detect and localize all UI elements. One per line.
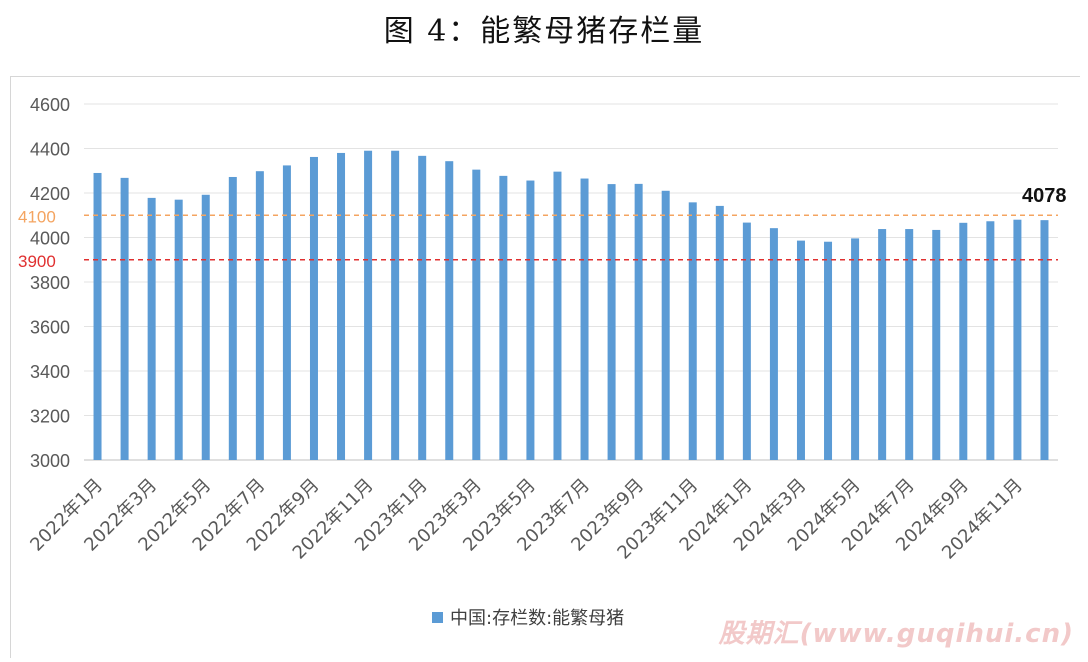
bar — [228, 176, 237, 461]
reference-line-label: 3900 — [18, 252, 56, 271]
y-tick-label: 4000 — [30, 229, 70, 249]
bar — [553, 171, 562, 460]
bar — [499, 175, 508, 460]
y-tick-label: 4400 — [30, 140, 70, 160]
legend-label: 中国:存栏数:能繁母猪 — [450, 608, 624, 629]
bar — [309, 156, 318, 460]
bar — [580, 178, 589, 460]
y-tick-label: 3200 — [30, 407, 70, 427]
bar — [986, 221, 995, 460]
y-tick-label: 3600 — [30, 318, 70, 338]
bar — [147, 197, 156, 460]
bar — [824, 241, 833, 460]
bar — [418, 155, 427, 460]
reference-line-label: 4100 — [18, 207, 56, 226]
bar — [93, 172, 102, 460]
bar — [1013, 219, 1022, 460]
bar — [1040, 220, 1049, 460]
bar — [959, 222, 968, 460]
bar — [851, 238, 860, 460]
watermark: 股期汇(www.guqihui.cn) — [718, 619, 1074, 649]
y-tick-label: 4600 — [30, 95, 70, 115]
bar — [174, 199, 183, 461]
bar — [715, 205, 724, 460]
y-tick-label: 3000 — [30, 451, 70, 471]
bar — [905, 229, 914, 460]
bar — [688, 202, 697, 460]
bar — [255, 171, 264, 460]
bar — [526, 180, 535, 461]
bar — [796, 240, 805, 460]
chart-frame — [10, 76, 1080, 658]
bar — [769, 228, 778, 460]
y-tick-label: 3400 — [30, 362, 70, 382]
bar — [337, 152, 346, 460]
bar — [472, 169, 481, 460]
bar — [661, 190, 670, 460]
y-tick-label: 4200 — [30, 184, 70, 204]
bar — [201, 194, 210, 460]
chart-title: 图 4：能繁母猪存栏量 — [383, 14, 705, 49]
annotation-label: 4078 — [1022, 185, 1067, 207]
bar — [607, 184, 616, 460]
bar — [634, 183, 643, 460]
bar — [932, 229, 941, 460]
bar — [364, 150, 373, 460]
bar — [282, 165, 291, 460]
legend-swatch — [432, 612, 443, 623]
y-tick-label: 3800 — [30, 273, 70, 293]
bar — [878, 229, 887, 460]
bar — [445, 161, 454, 460]
bar — [391, 150, 400, 460]
bar — [742, 222, 751, 460]
bar — [120, 177, 129, 460]
